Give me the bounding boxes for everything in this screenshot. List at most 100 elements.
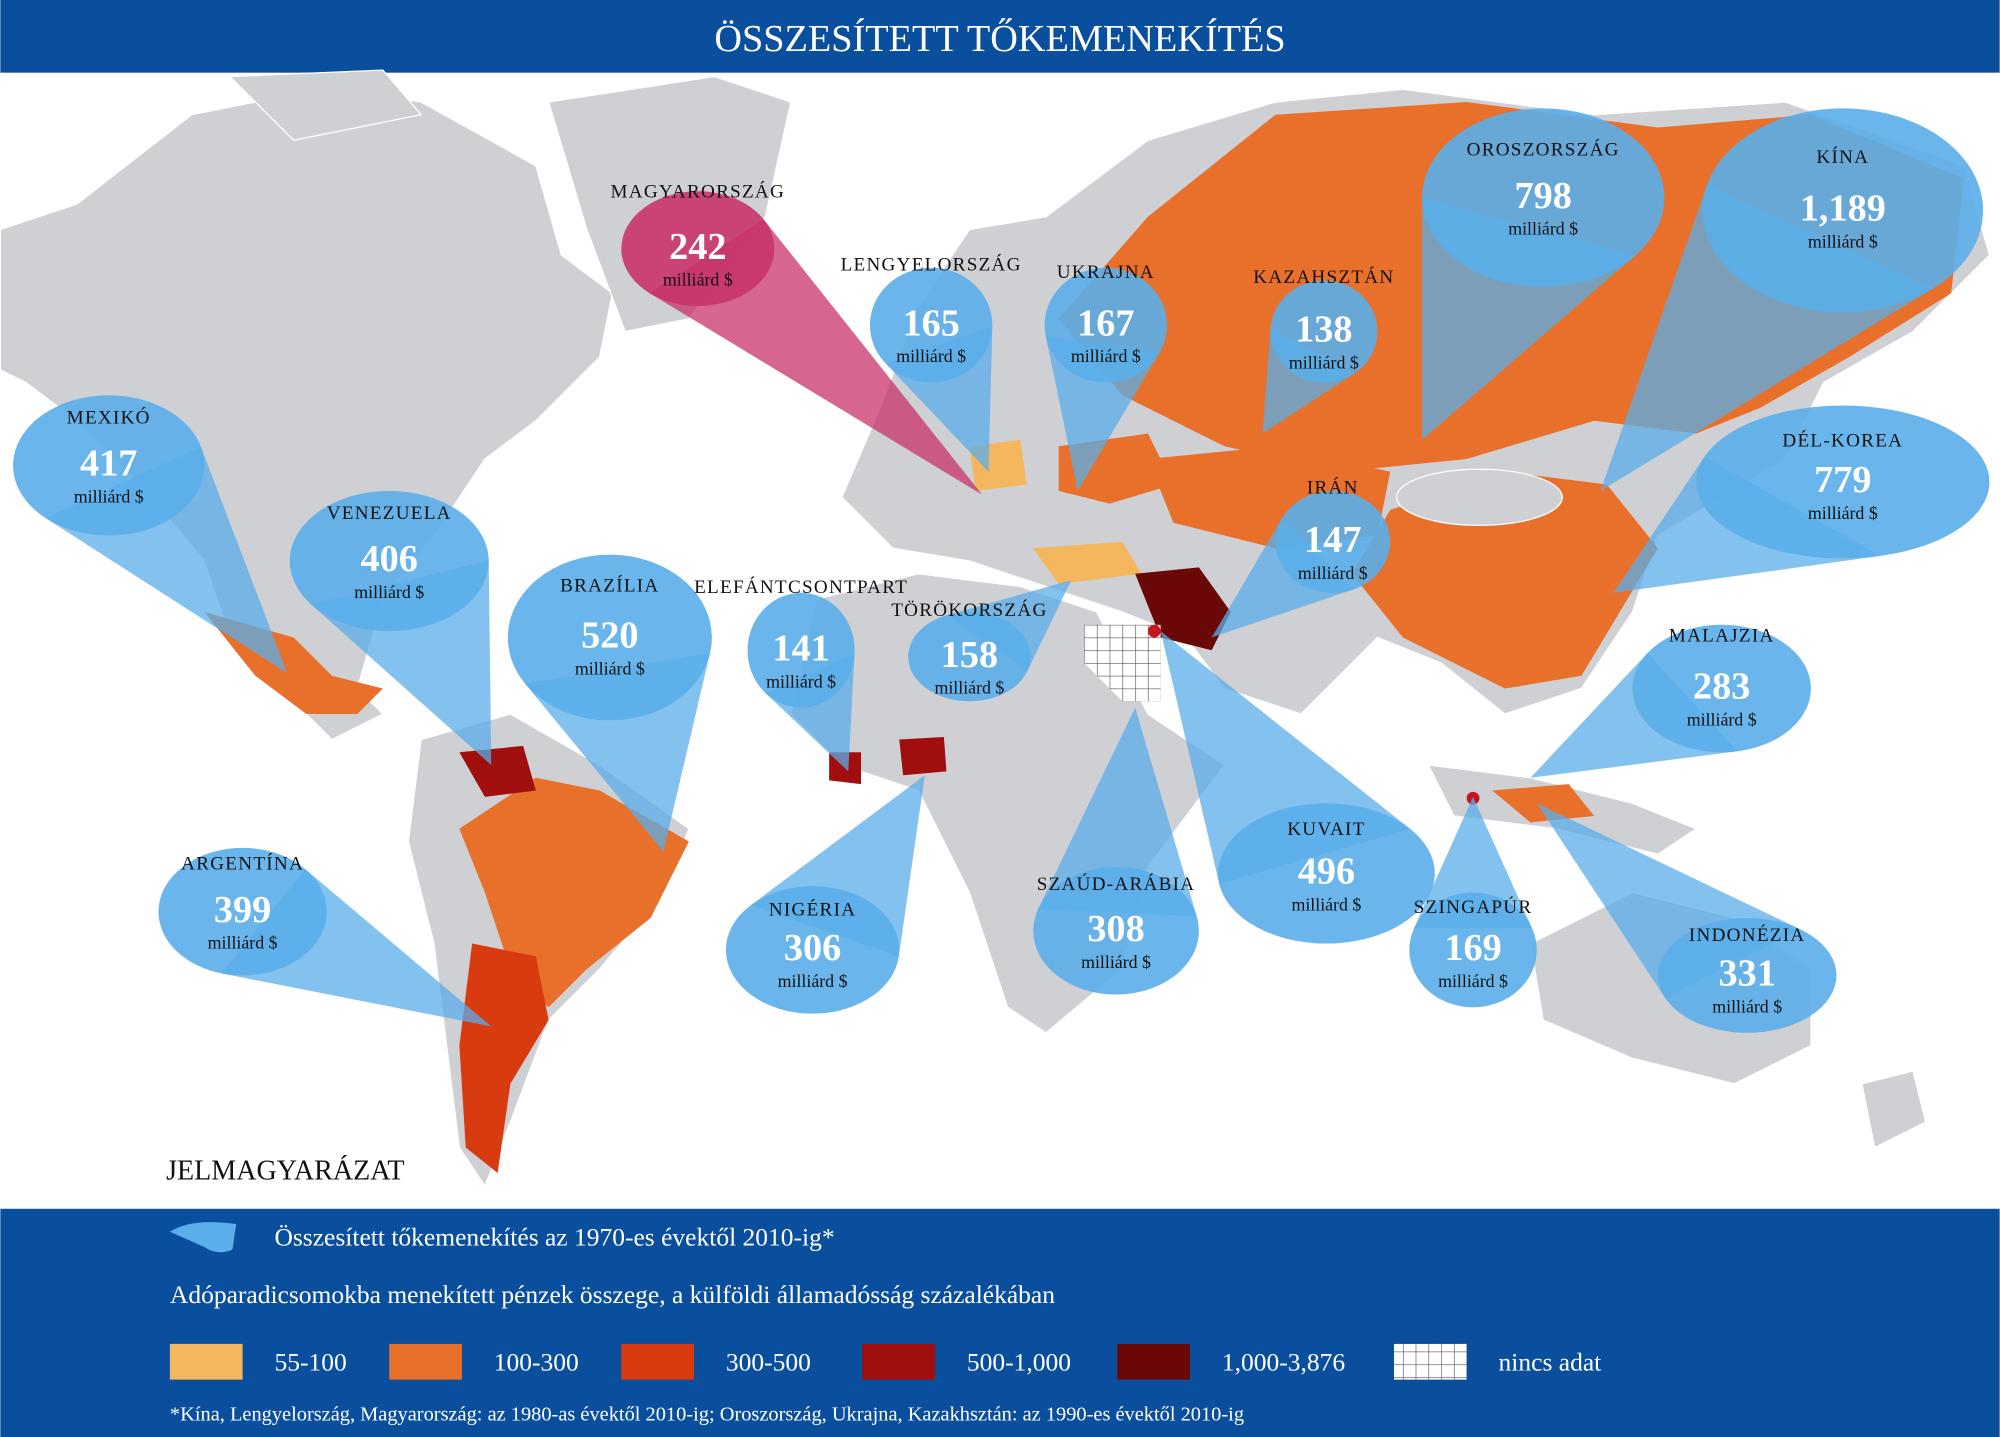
- country-name: ARGENTÍNA: [181, 853, 304, 875]
- land: [1861, 1070, 1927, 1149]
- country-unit: milliárd $: [208, 933, 278, 953]
- country-name: LENGYELORSZÁG: [841, 253, 1022, 275]
- legend-swatch: [862, 1343, 935, 1380]
- legend-items: 55-100 100-300 300-500 500-1,000 1,000-3,876: [169, 1343, 1345, 1380]
- legend-bubble-icon: [169, 1222, 237, 1253]
- mongolia: [1395, 468, 1563, 526]
- legend-swatch: [621, 1343, 694, 1380]
- country-unit: milliárd $: [354, 582, 424, 602]
- bubble-body: [1270, 280, 1378, 383]
- country-value: 138: [1295, 309, 1352, 351]
- country-name: DÉL-KOREA: [1782, 429, 1903, 451]
- country-name: INDONÉZIA: [1689, 924, 1806, 946]
- country-name: KUVAIT: [1287, 819, 1365, 840]
- country-name: VENEZUELA: [327, 503, 452, 524]
- bubble-tail: [1038, 707, 1197, 917]
- argentina: [459, 943, 549, 1174]
- country-name: OROSZORSZÁG: [1467, 139, 1620, 161]
- turkey: [1033, 541, 1142, 584]
- nigeria: [899, 736, 947, 776]
- legend-band: [0, 1208, 2000, 1437]
- legend-label: 100-300: [494, 1348, 579, 1377]
- malaysia: [1492, 784, 1595, 823]
- country-value: 169: [1444, 927, 1501, 969]
- brazil: [459, 777, 689, 1008]
- country-value: 417: [80, 443, 137, 485]
- country-value: 520: [581, 615, 638, 657]
- country-name: KAZAHSZTÁN: [1253, 266, 1394, 288]
- country-unit: milliárd $: [575, 659, 645, 679]
- country-name: SZAÚD-ARÁBIA: [1037, 873, 1196, 895]
- china: [1351, 471, 1658, 689]
- country-unit: milliárd $: [1687, 710, 1757, 730]
- country-value: 147: [1304, 519, 1361, 561]
- country-unit: milliárd $: [896, 346, 966, 366]
- country-unit: milliárd $: [934, 678, 1004, 698]
- bubble-body: [725, 886, 900, 1014]
- country-value: 306: [784, 927, 841, 969]
- bubble-body: [1218, 803, 1435, 944]
- bubble-body: [1422, 108, 1665, 287]
- legend-label: 300-500: [726, 1348, 811, 1377]
- bubble-body: [621, 191, 775, 307]
- country-unit: milliárd $: [663, 270, 733, 290]
- header-band: [0, 0, 2000, 73]
- country-unit: milliárd $: [1071, 346, 1141, 366]
- country-value: 141: [772, 627, 829, 669]
- bubble-body: [1657, 918, 1837, 1033]
- country-value: 406: [361, 538, 418, 580]
- country-value: 242: [669, 226, 726, 268]
- country-value: 167: [1077, 302, 1134, 344]
- bubble-body: [1033, 867, 1199, 995]
- country-name: BRAZÍLIA: [560, 575, 659, 597]
- country-unit: milliárd $: [1298, 563, 1368, 583]
- legend-swatch: [389, 1343, 462, 1380]
- country-name: TÖRÖKORSZÁG: [891, 599, 1047, 621]
- bubble-body: [1044, 267, 1168, 383]
- country-unit: milliárd $: [1291, 894, 1361, 914]
- venezuela: [459, 745, 536, 797]
- no-data-swatch: [1393, 1343, 1467, 1380]
- legend-label: 55-100: [274, 1348, 346, 1377]
- bubble-body: [908, 612, 1031, 702]
- country-value: 308: [1087, 908, 1144, 950]
- country-unit: milliárd $: [74, 486, 144, 506]
- legend-swatch: [169, 1343, 243, 1380]
- country-name: IRÁN: [1307, 476, 1359, 498]
- country-value: 165: [902, 302, 959, 344]
- country-unit: milliárd $: [1808, 503, 1878, 523]
- country-value: 779: [1814, 459, 1871, 501]
- country-value: 399: [214, 889, 271, 931]
- country-value: 158: [941, 634, 998, 676]
- country-unit: milliárd $: [1289, 352, 1359, 372]
- bubble-body: [1409, 892, 1537, 1008]
- country-unit: milliárd $: [1081, 952, 1151, 972]
- legend-label: 500-1,000: [967, 1348, 1071, 1377]
- bubble-body: [13, 395, 205, 536]
- country-name: MEXIKÓ: [67, 406, 151, 428]
- bubble-body: [1702, 108, 1984, 313]
- kuwait-dot: [1147, 624, 1161, 638]
- country-name: NIGÉRIA: [769, 898, 856, 920]
- legend-title: JELMAGYARÁZAT: [166, 1155, 404, 1186]
- bubble-body: [1275, 490, 1391, 593]
- country-name: SZINGAPÚR: [1414, 896, 1533, 918]
- no-data-label: nincs adat: [1499, 1348, 1602, 1377]
- country-value: 331: [1719, 953, 1776, 995]
